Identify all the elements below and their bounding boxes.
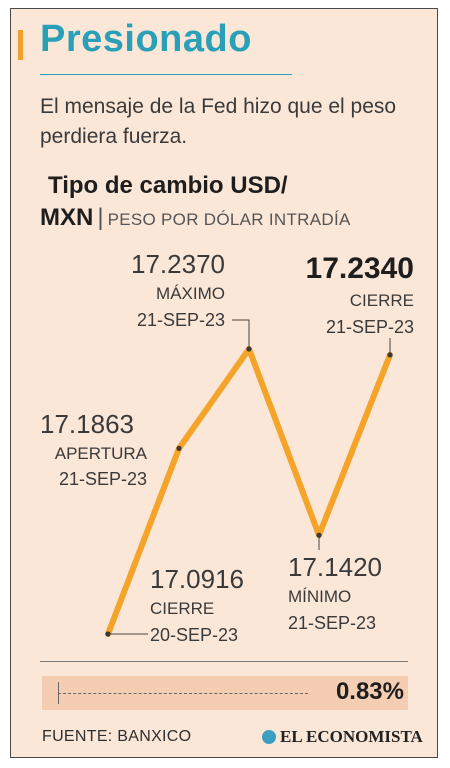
chart-bottom-rule	[40, 661, 408, 662]
chart-title-line1: Tipo de cambio USD/	[48, 172, 288, 199]
point-label-1: APERTURA	[55, 444, 148, 463]
value-label-0: 17.0916	[150, 564, 244, 594]
value-label-4: 17.2340	[306, 252, 414, 285]
change-percentage-box: 0.83%	[42, 676, 408, 710]
data-point-3	[316, 532, 322, 538]
point-label-3: MÍNIMO	[288, 587, 351, 606]
chart-unit-label: PESO POR DÓLAR INTRADÍA	[107, 210, 351, 229]
point-label-0: CIERRE	[150, 599, 214, 618]
leader-line-2	[232, 319, 250, 349]
date-label-1: 21-SEP-23	[59, 469, 147, 489]
title-accent-bar	[18, 30, 23, 60]
brand-logo: EL ECONOMISTA	[262, 727, 423, 747]
headline-title: Presionado	[40, 18, 252, 60]
point-label-2: MÁXIMO	[156, 284, 225, 303]
date-label-2: 21-SEP-23	[137, 310, 225, 330]
data-point-2	[246, 346, 252, 352]
source-label: FUENTE: BANXICO	[42, 728, 192, 745]
value-label-3: 17.1420	[288, 552, 382, 582]
change-bar-dotted-line	[58, 693, 308, 694]
headline-subtitle: El mensaje de la Fed hizo que el peso pe…	[40, 95, 397, 148]
point-label-4: CIERRE	[350, 291, 414, 310]
date-label-0: 20-SEP-23	[150, 625, 238, 645]
date-label-4: 21-SEP-23	[326, 317, 414, 337]
data-point-4	[387, 352, 393, 358]
chart-title-line2: MXN	[40, 204, 94, 231]
value-label-1: 17.1863	[40, 409, 134, 439]
change-percentage-value: 0.83%	[335, 678, 404, 705]
brand-globe-icon	[262, 730, 276, 744]
chart-title: Tipo de cambio USD/ MXN | PESO POR DÓLAR I…	[40, 170, 351, 236]
value-label-2: 17.2370	[131, 249, 225, 279]
title-underline	[40, 74, 292, 75]
data-point-1	[176, 445, 182, 451]
data-point-0	[105, 631, 111, 637]
date-label-3: 21-SEP-23	[288, 613, 376, 633]
chart-title-separator: |	[97, 204, 104, 231]
brand-name: EL ECONOMISTA	[280, 727, 423, 746]
